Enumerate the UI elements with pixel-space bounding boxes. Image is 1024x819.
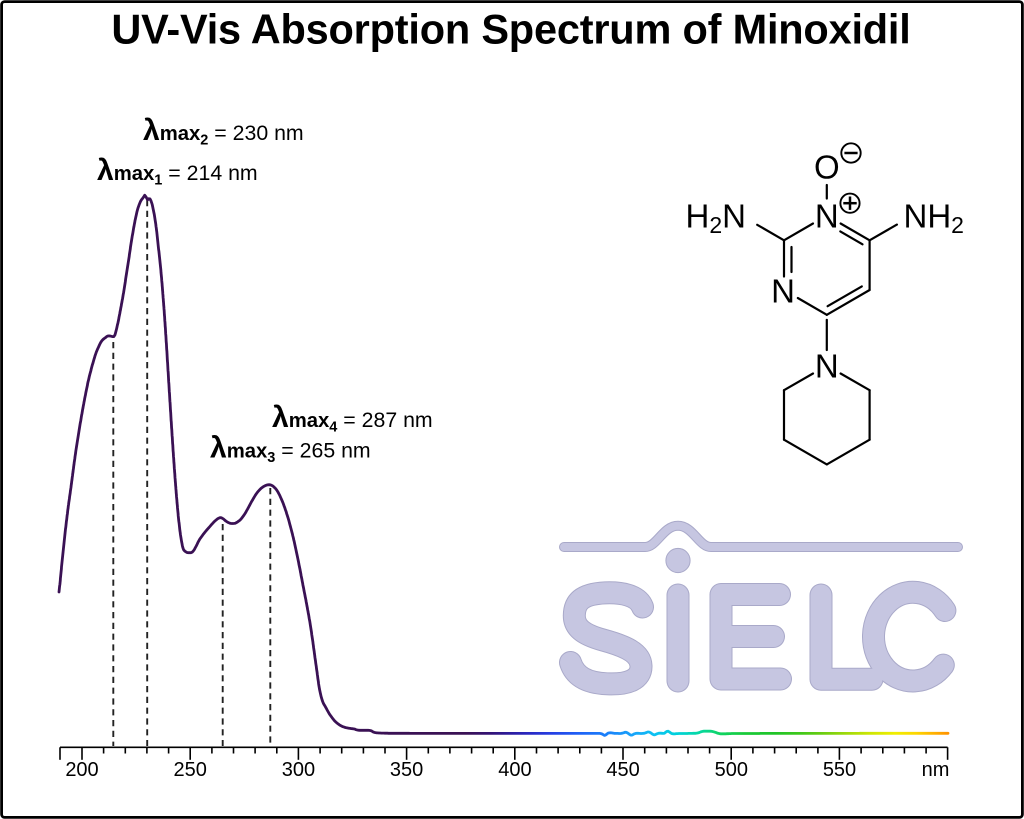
svg-text:O: O (814, 148, 840, 185)
svg-text:300: 300 (282, 759, 315, 781)
svg-text:λmax4 = 287 nm: λmax4 = 287 nm (272, 401, 433, 436)
svg-text:UV-Vis Absorption Spectrum of: UV-Vis Absorption Spectrum of Minoxidil (111, 6, 910, 53)
svg-text:N: N (771, 272, 795, 309)
svg-text:nm: nm (922, 759, 950, 781)
svg-text:N: N (815, 197, 839, 234)
svg-text:200: 200 (65, 759, 98, 781)
svg-text:H2N: H2N (686, 198, 746, 239)
svg-text:500: 500 (715, 759, 748, 781)
svg-text:250: 250 (174, 759, 207, 781)
svg-text:λmax3 = 265 nm: λmax3 = 265 nm (210, 432, 371, 467)
svg-text:λmax1 = 214 nm: λmax1 = 214 nm (97, 154, 258, 189)
svg-text:NH2: NH2 (904, 198, 964, 239)
svg-text:450: 450 (606, 759, 639, 781)
svg-text:350: 350 (390, 759, 423, 781)
svg-text:λmax2 = 230 nm: λmax2 = 230 nm (143, 114, 304, 149)
svg-text:N: N (815, 347, 839, 384)
svg-text:400: 400 (498, 759, 531, 781)
svg-text:550: 550 (823, 759, 856, 781)
